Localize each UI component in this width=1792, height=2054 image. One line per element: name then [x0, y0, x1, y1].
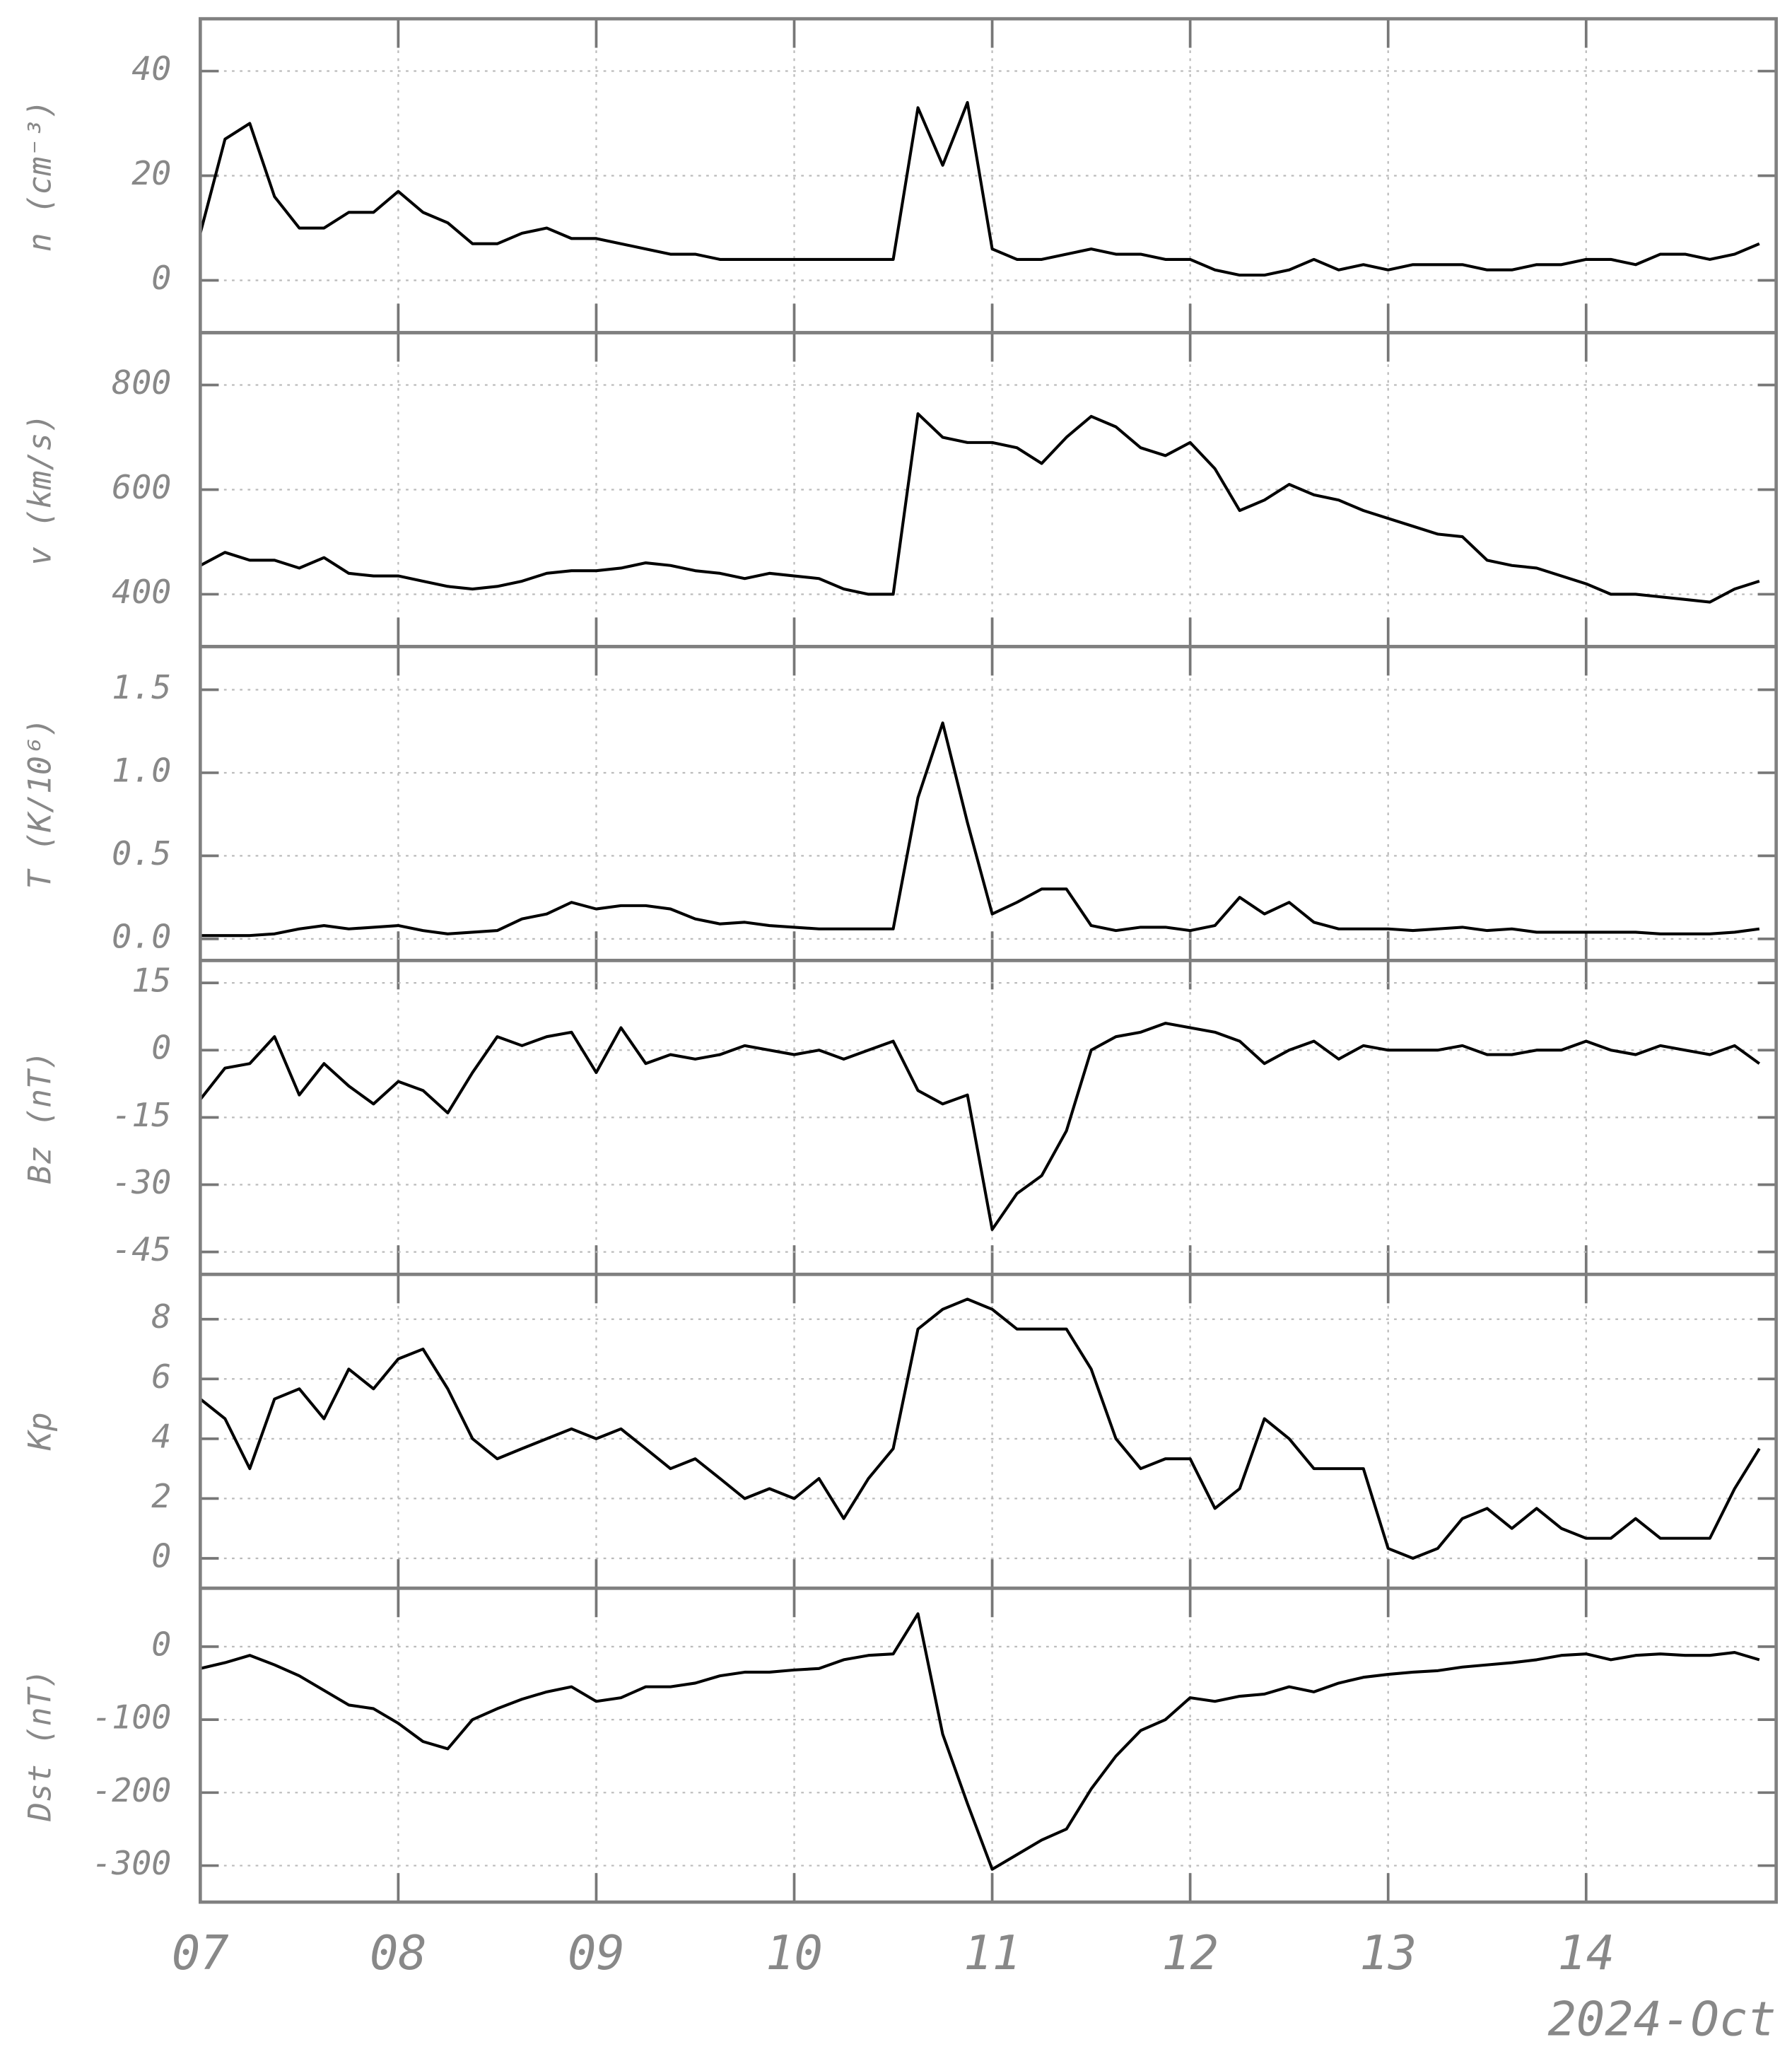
y-tick-label: -15 — [112, 1096, 171, 1134]
y-tick-label: 15 — [131, 962, 171, 1000]
data-line — [199, 412, 1760, 604]
y-axis-label: n (cm⁻³) — [21, 100, 59, 252]
y-tick-label: 4 — [151, 1417, 171, 1455]
y-axis-label: Dst (nT) — [21, 1669, 59, 1822]
y-tick-label: -200 — [92, 1771, 171, 1809]
y-tick-label: -100 — [92, 1698, 171, 1737]
data-line — [200, 721, 1760, 938]
y-tick-label: 400 — [112, 573, 171, 611]
data-line — [199, 100, 1760, 277]
data-line — [199, 1297, 1761, 1560]
y-tick-label: 6 — [151, 1358, 171, 1396]
x-tick-label: 10 — [766, 1925, 823, 1980]
y-tick-label: 0 — [151, 259, 171, 297]
y-tick-label: 8 — [151, 1297, 171, 1336]
y-tick-label: 800 — [112, 363, 171, 402]
panel-frame — [198, 1586, 1778, 1904]
x-tick-label: 07 — [172, 1925, 229, 1980]
y-tick-label: 20 — [131, 154, 171, 192]
y-tick-label: -300 — [92, 1844, 171, 1882]
y-tick-label: 1.5 — [112, 668, 171, 706]
data-line — [199, 1022, 1761, 1231]
y-tick-label: 0.0 — [112, 917, 171, 955]
y-axis-label: v (km/s) — [21, 414, 59, 566]
y-tick-label: 600 — [112, 468, 171, 506]
x-tick-label: 08 — [370, 1925, 427, 1980]
y-tick-label: 40 — [131, 49, 171, 88]
y-axis-label: Bz (nT) — [21, 1051, 59, 1184]
y-tick-label: -45 — [112, 1230, 171, 1268]
x-tick-label: 12 — [1161, 1925, 1219, 1980]
x-tick-label: 13 — [1359, 1925, 1417, 1980]
x-axis-label: 2024-Oct — [1547, 1991, 1776, 2046]
y-tick-label: 0 — [151, 1029, 171, 1067]
x-tick-label: 11 — [964, 1925, 1021, 1980]
x-tick-label: 14 — [1557, 1925, 1615, 1980]
y-tick-label: 0.5 — [112, 834, 171, 873]
y-axis-label: Kp — [21, 1412, 59, 1451]
data-line — [199, 1612, 1760, 1871]
y-tick-label: 2 — [151, 1477, 171, 1515]
y-tick-label: 0 — [151, 1625, 171, 1663]
y-tick-label: 1.0 — [112, 751, 171, 789]
x-tick-label: 09 — [568, 1925, 625, 1980]
y-tick-label: 0 — [151, 1536, 171, 1575]
y-tick-label: -30 — [112, 1163, 171, 1201]
y-axis-label: T (K/10⁶) — [21, 718, 59, 889]
